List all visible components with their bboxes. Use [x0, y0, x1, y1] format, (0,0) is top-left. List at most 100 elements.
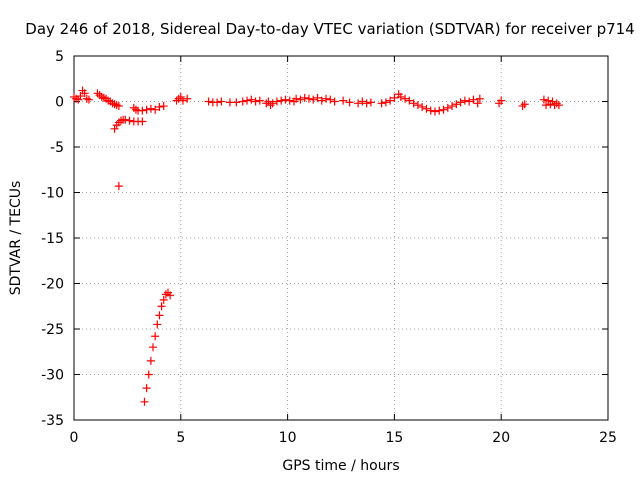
data-point: [131, 105, 140, 114]
data-point: [178, 96, 187, 105]
data-point: [426, 106, 435, 115]
y-tick-label: 5: [55, 49, 64, 65]
data-point: [330, 97, 339, 106]
data-point: [401, 94, 410, 103]
data-point: [264, 97, 273, 106]
data-point: [339, 96, 348, 105]
data-point: [232, 98, 241, 107]
data-point: [121, 115, 130, 124]
y-tick-label: 0: [55, 95, 64, 111]
data-point: [390, 93, 399, 102]
y-tick-label: -10: [41, 186, 64, 202]
data-point: [443, 103, 452, 112]
axis-ticks: 0 5 10 15 20 25 5 0 -5 -10 -15 -20 -25 -30 -35: [41, 49, 617, 446]
data-point: [272, 97, 281, 106]
y-tick-label: -5: [50, 140, 64, 156]
data-point: [518, 102, 527, 111]
x-tick-label: 25: [599, 430, 617, 446]
data-point: [465, 97, 474, 106]
data-point: [452, 100, 461, 109]
data-point: [266, 101, 275, 110]
data-point: [475, 94, 484, 103]
data-point: [159, 102, 168, 111]
data-point: [386, 96, 395, 105]
data-point: [345, 98, 354, 107]
data-point: [366, 98, 375, 107]
data-point: [251, 97, 260, 106]
data-point: [76, 92, 85, 101]
data-point: [97, 92, 106, 101]
data-point: [157, 302, 166, 311]
x-tick-label: 5: [176, 430, 185, 446]
data-point: [159, 295, 168, 304]
y-axis-label: SDTVAR / TECUs: [8, 181, 24, 296]
data-point: [93, 89, 102, 98]
data-point: [520, 100, 529, 109]
data-point: [285, 96, 294, 105]
data-point: [317, 96, 326, 105]
data-point: [418, 102, 427, 111]
y-tick-label: -15: [41, 231, 64, 247]
data-point: [405, 96, 414, 105]
y-tick-label: -20: [41, 277, 64, 293]
data-point: [146, 356, 155, 365]
data-point: [381, 98, 390, 107]
y-tick-label: -25: [41, 322, 64, 338]
x-tick-label: 0: [70, 430, 79, 446]
data-point: [114, 182, 123, 191]
data-point: [292, 94, 301, 103]
data-point: [112, 101, 121, 110]
data-point: [138, 106, 147, 115]
data-point: [125, 116, 134, 125]
data-point: [176, 92, 185, 101]
data-point: [497, 96, 506, 105]
data-point: [469, 95, 478, 104]
data-point: [539, 95, 548, 104]
y-tick-label: -35: [41, 413, 64, 429]
data-point: [155, 311, 164, 320]
data-point: [460, 96, 469, 105]
data-point: [377, 99, 386, 108]
data-point: [80, 89, 89, 98]
data-point: [544, 96, 553, 105]
data-point: [146, 104, 155, 113]
data-point: [322, 94, 331, 103]
data-point: [554, 101, 563, 110]
data-point: [166, 291, 175, 300]
data-point: [354, 99, 363, 108]
grid-lines: [73, 55, 609, 421]
data-point: [217, 97, 226, 106]
data-point: [114, 102, 123, 111]
data-point: [422, 104, 431, 113]
x-tick-label: 20: [492, 430, 510, 446]
data-point: [304, 94, 313, 103]
data-point: [277, 96, 286, 105]
data-point: [174, 94, 183, 103]
data-point: [116, 116, 125, 125]
y-tick-label: -30: [41, 368, 64, 384]
data-point: [430, 107, 439, 116]
data-point: [435, 106, 444, 115]
data-point: [151, 105, 160, 114]
data-point: [153, 320, 162, 329]
data-point: [281, 95, 290, 104]
data-point: [204, 97, 213, 106]
data-point: [247, 95, 256, 104]
data-point: [213, 98, 222, 107]
data-point: [358, 97, 367, 106]
data-point: [313, 93, 322, 102]
data-point: [439, 105, 448, 114]
data-point: [413, 101, 422, 110]
data-point: [138, 117, 147, 126]
chart-title: Day 246 of 2018, Sidereal Day-to-day VTE…: [25, 20, 634, 38]
data-point: [140, 397, 149, 406]
data-point: [110, 124, 119, 133]
data-point: [296, 95, 305, 104]
data-point: [362, 99, 371, 108]
x-tick-label: 10: [279, 430, 297, 446]
data-points: [70, 86, 563, 406]
data-point: [456, 98, 465, 107]
data-point: [151, 332, 160, 341]
data-point: [255, 96, 264, 105]
